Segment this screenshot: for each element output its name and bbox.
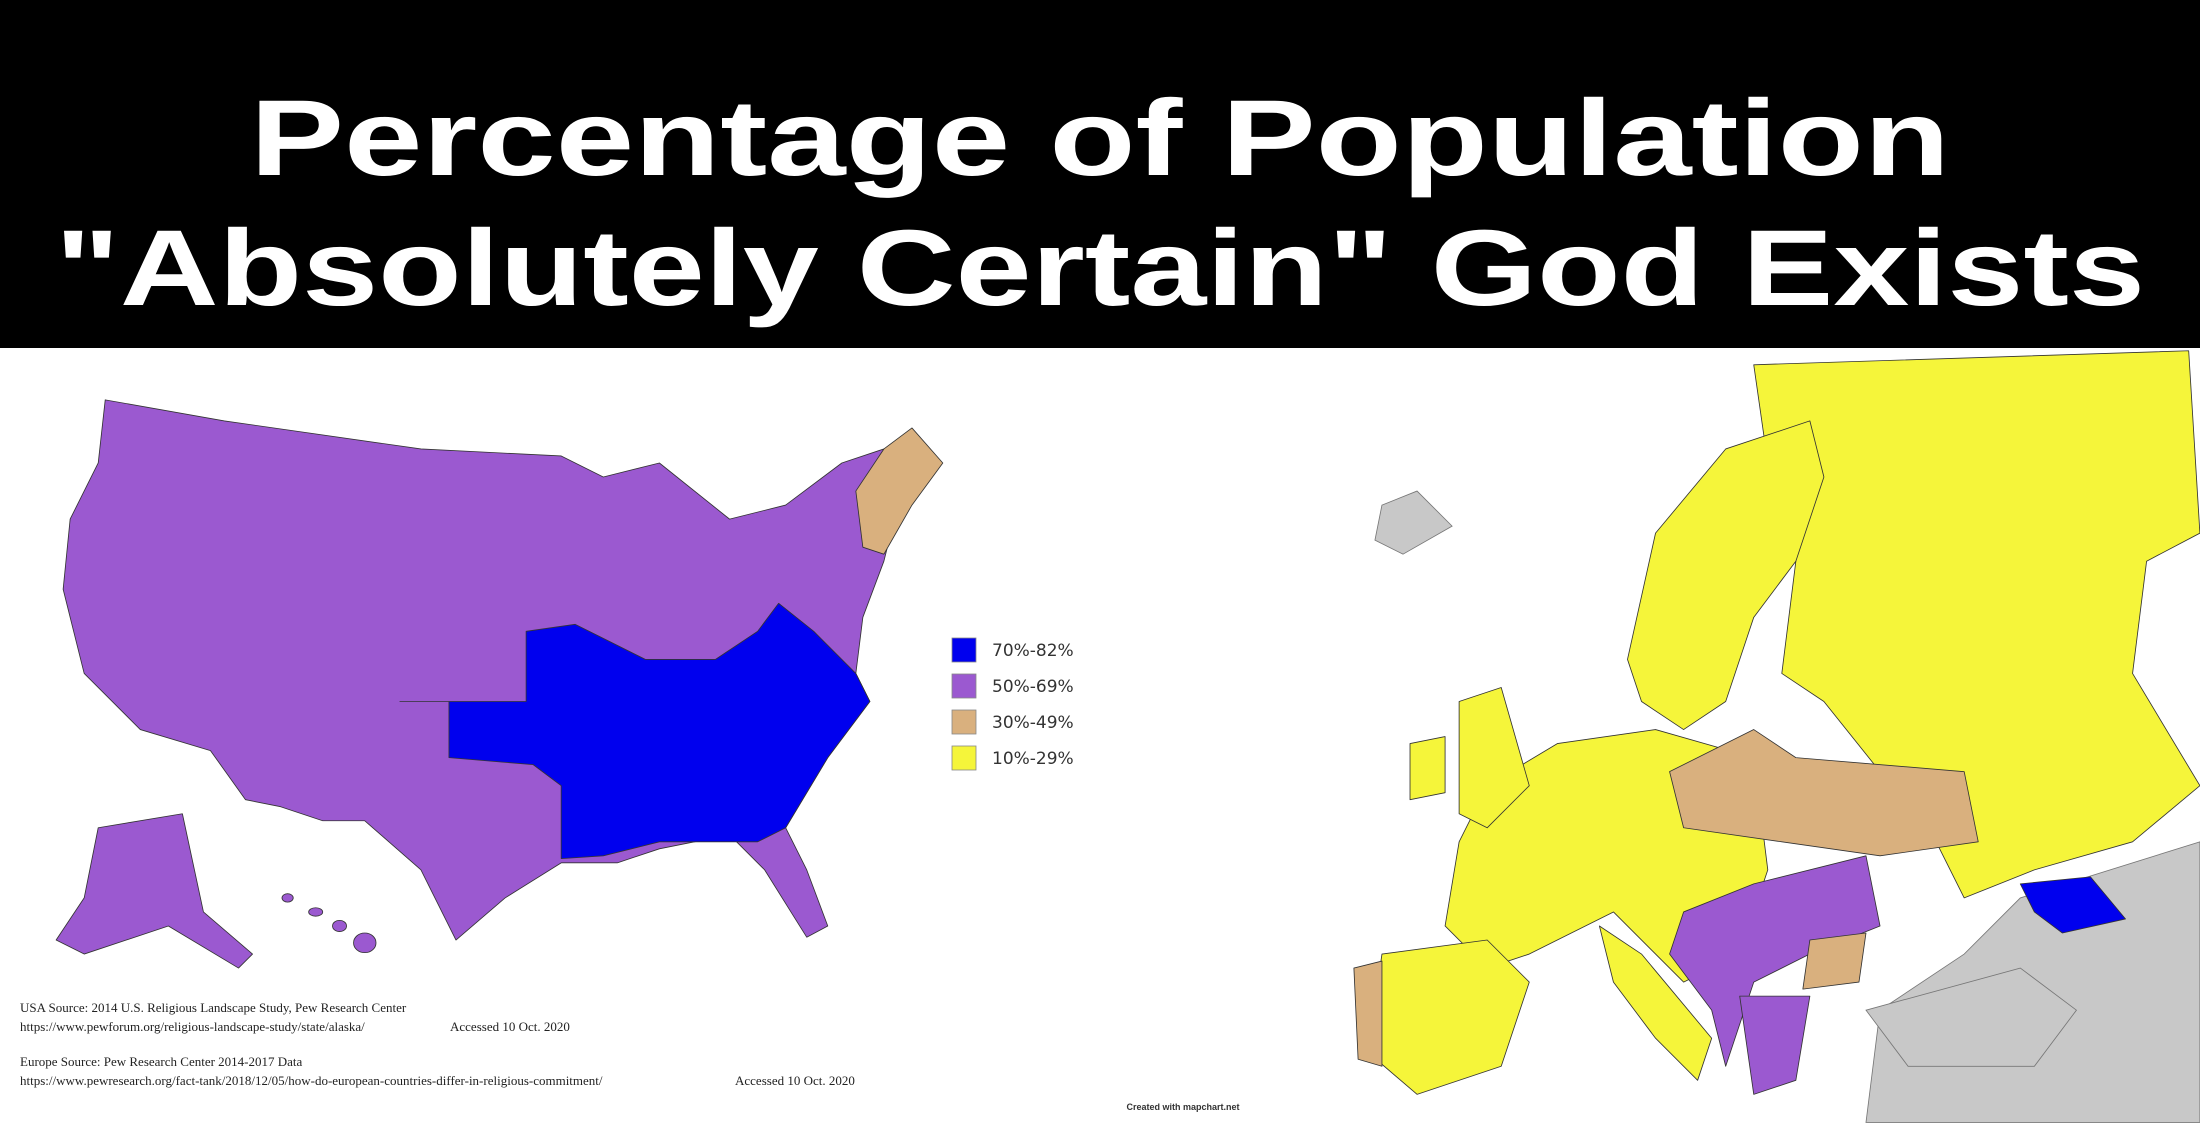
europe-region	[1353, 960, 1383, 1067]
europe-region	[1753, 350, 2200, 899]
legend: 70%-82% 50%-69% 30%-49% 10%-29%	[951, 637, 1074, 771]
europe-region	[1739, 995, 1811, 1095]
europe-region	[1802, 932, 1867, 990]
title-line: Percentage of Population	[250, 77, 1950, 198]
maps	[55, 350, 2200, 1123]
source-accessed: Accessed 10 Oct. 2020	[735, 1073, 855, 1088]
source-text: Europe Source: Pew Research Center 2014-…	[20, 1054, 303, 1069]
us-region	[281, 893, 294, 903]
legend-label: 70%-82%	[992, 641, 1074, 661]
europe-region	[2019, 876, 2126, 934]
europe-region	[1669, 855, 1881, 1067]
legend-swatch	[951, 745, 977, 771]
europe-region	[1409, 736, 1446, 801]
legend-label: 10%-29%	[992, 749, 1074, 769]
us-region	[353, 932, 377, 954]
us-region	[332, 919, 347, 933]
europe-region	[1458, 687, 1530, 829]
source-accessed: Accessed 10 Oct. 2020	[450, 1019, 570, 1034]
us-region	[855, 427, 944, 555]
credit: Created with mapchart.net	[1126, 1102, 1239, 1112]
europe-nodata	[1374, 490, 1453, 555]
legend-swatch	[951, 673, 977, 699]
legend-swatch	[951, 637, 977, 663]
title-band	[0, 0, 2200, 348]
source-url: https://www.pewresearch.org/fact-tank/20…	[20, 1073, 603, 1088]
legend-label: 30%-49%	[992, 713, 1074, 733]
title-line: "Absolutely Certain" God Exists	[55, 207, 2145, 328]
europe-region	[1669, 729, 1979, 857]
us-region	[55, 813, 253, 969]
europe-region	[1367, 939, 1530, 1095]
us-region	[399, 602, 871, 860]
europe-region	[1627, 420, 1825, 730]
europe-region	[1598, 925, 1713, 1081]
legend-label: 50%-69%	[992, 677, 1074, 697]
source-text: USA Source: 2014 U.S. Religious Landscap…	[20, 1000, 407, 1015]
us-region	[308, 907, 324, 917]
source-url: https://www.pewforum.org/religious-lands…	[20, 1019, 365, 1034]
europe-nodata	[1865, 967, 2078, 1067]
legend-swatch	[951, 709, 977, 735]
